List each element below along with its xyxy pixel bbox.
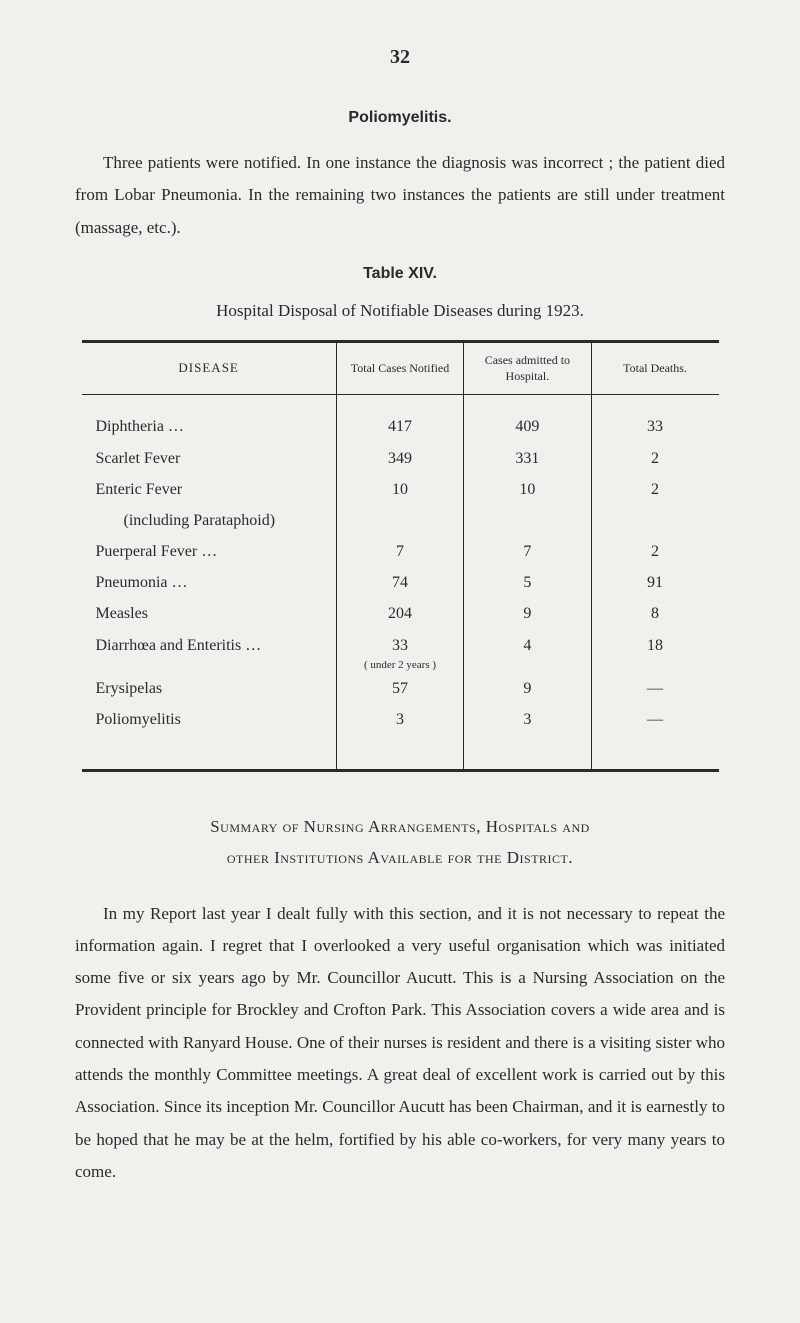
cell-disease: Poliomyelitis bbox=[82, 704, 337, 771]
cell-disease: Erysipelas bbox=[82, 673, 337, 704]
cell-disease: Diphtheria … bbox=[82, 395, 337, 443]
table-row: Pneumonia …74591 bbox=[82, 567, 719, 598]
cell-admitted: 7 bbox=[464, 536, 591, 567]
table-number: Table XIV. bbox=[75, 260, 725, 287]
cell-disease: Measles bbox=[82, 598, 337, 629]
col-header-admitted: Cases admitted to Hospital. bbox=[464, 342, 591, 395]
col-header-notified: Total Cases Notified bbox=[336, 342, 463, 395]
cell-admitted: 9 bbox=[464, 673, 591, 704]
paragraph-poliomyelitis: Three patients were notified. In one ins… bbox=[75, 147, 725, 244]
cell-admitted bbox=[464, 505, 591, 536]
col-header-disease: DISEASE bbox=[82, 342, 337, 395]
col-header-deaths: Total Deaths. bbox=[591, 342, 718, 395]
cell-deaths: 2 bbox=[591, 474, 718, 505]
table-caption: Hospital Disposal of Notifiable Diseases… bbox=[75, 297, 725, 326]
cell-admitted: 5 bbox=[464, 567, 591, 598]
cell-notified: 10 bbox=[336, 474, 463, 505]
section-heading-poliomyelitis: Poliomyelitis. bbox=[75, 104, 725, 131]
cell-notified bbox=[336, 505, 463, 536]
cell-notified: 74 bbox=[336, 567, 463, 598]
cell-disease: Diarrhœa and Enteritis … bbox=[82, 630, 337, 673]
cell-deaths: 33 bbox=[591, 395, 718, 443]
cell-notified: 417 bbox=[336, 395, 463, 443]
cell-disease: Puerperal Fever … bbox=[82, 536, 337, 567]
table-row: Erysipelas579— bbox=[82, 673, 719, 704]
table-row: Poliomyelitis33— bbox=[82, 704, 719, 771]
table-body: Diphtheria …41740933Scarlet Fever3493312… bbox=[82, 395, 719, 771]
summary-heading: Summary of Nursing Arrangements, Hospita… bbox=[75, 812, 725, 873]
table-row: Enteric Fever10102 bbox=[82, 474, 719, 505]
cell-disease: Enteric Fever bbox=[82, 474, 337, 505]
table-row: Scarlet Fever3493312 bbox=[82, 443, 719, 474]
cell-deaths: 2 bbox=[591, 443, 718, 474]
cell-admitted: 331 bbox=[464, 443, 591, 474]
cell-admitted: 9 bbox=[464, 598, 591, 629]
cell-admitted: 4 bbox=[464, 630, 591, 673]
cell-notified: 7 bbox=[336, 536, 463, 567]
cell-notified: 204 bbox=[336, 598, 463, 629]
summary-heading-line1: Summary of Nursing Arrangements, Hospita… bbox=[210, 817, 590, 836]
cell-notified: 33( under 2 years ) bbox=[336, 630, 463, 673]
cell-disease: Pneumonia … bbox=[82, 567, 337, 598]
cell-deaths: 2 bbox=[591, 536, 718, 567]
cell-notified: 349 bbox=[336, 443, 463, 474]
cell-admitted: 3 bbox=[464, 704, 591, 771]
cell-admitted: 10 bbox=[464, 474, 591, 505]
cell-disease: Scarlet Fever bbox=[82, 443, 337, 474]
page-number: 32 bbox=[75, 40, 725, 74]
cell-notified: 57 bbox=[336, 673, 463, 704]
cell-deaths bbox=[591, 505, 718, 536]
cell-deaths: 8 bbox=[591, 598, 718, 629]
cell-deaths: 18 bbox=[591, 630, 718, 673]
cell-admitted: 409 bbox=[464, 395, 591, 443]
table-row: Measles20498 bbox=[82, 598, 719, 629]
table-row: Diarrhœa and Enteritis …33( under 2 year… bbox=[82, 630, 719, 673]
cell-deaths: 91 bbox=[591, 567, 718, 598]
table-row: Diphtheria …41740933 bbox=[82, 395, 719, 443]
table-header-row: DISEASE Total Cases Notified Cases admit… bbox=[82, 342, 719, 395]
paragraph-summary: In my Report last year I dealt fully wit… bbox=[75, 898, 725, 1189]
cell-deaths: — bbox=[591, 673, 718, 704]
cell-notified: 3 bbox=[336, 704, 463, 771]
cell-disease: (including Parataphoid) bbox=[82, 505, 337, 536]
disposal-table: DISEASE Total Cases Notified Cases admit… bbox=[82, 340, 719, 772]
cell-deaths: — bbox=[591, 704, 718, 771]
table-row: Puerperal Fever …772 bbox=[82, 536, 719, 567]
summary-heading-line2: other Institutions Available for the Dis… bbox=[227, 848, 573, 867]
table-row: (including Parataphoid) bbox=[82, 505, 719, 536]
